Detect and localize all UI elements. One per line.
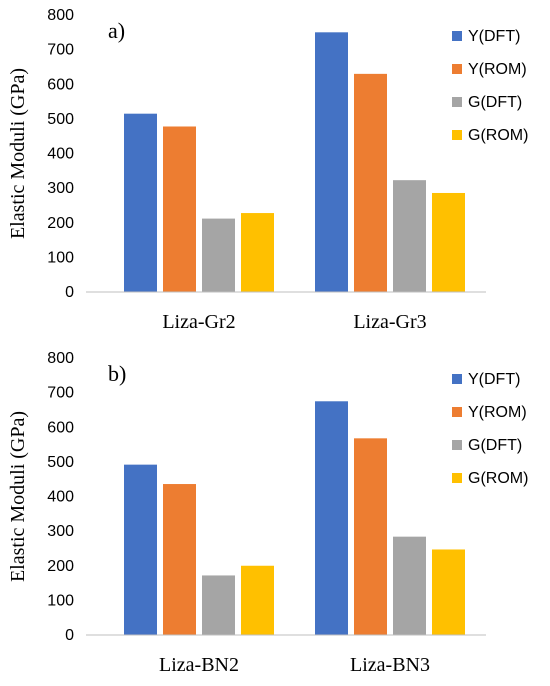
legend-entry-label: Y(ROM): [468, 61, 527, 78]
y-tick-label: 700: [47, 385, 74, 402]
y-tick-label: 300: [47, 180, 74, 197]
bar-y-rom-liza-gr3: [354, 73, 387, 292]
legend-entry-label: G(DFT): [468, 437, 522, 454]
bar-g-dft-liza-gr3: [393, 180, 426, 292]
bar-y-dft-liza-gr3: [315, 32, 348, 292]
x-category-label: Liza-BN3: [350, 654, 430, 676]
y-tick-label: 800: [47, 350, 74, 367]
bar-g-dft-liza-bn3: [393, 536, 426, 635]
y-tick-label: 700: [47, 42, 74, 59]
panel-label: b): [108, 361, 126, 386]
legend-swatch: [452, 130, 462, 140]
chart-b: 0 100 200 300 400 500 600 700 800 Elastic Moduli …: [7, 350, 528, 676]
bar-g-rom-liza-bn2: [241, 565, 274, 635]
bar-g-rom-liza-gr3: [432, 192, 465, 292]
y-tick-label: 200: [47, 215, 74, 232]
y-tick-label: 600: [47, 76, 74, 93]
y-axis-label: Elastic Moduli (GPa): [7, 68, 29, 239]
bar-g-rom-liza-bn3: [432, 549, 465, 635]
x-category-label: Liza-Gr3: [353, 311, 426, 333]
legend-entry-label: G(DFT): [468, 94, 522, 111]
y-tick-label: 400: [47, 489, 74, 506]
y-tick-label: 600: [47, 419, 74, 436]
y-tick-label: 0: [65, 627, 74, 644]
legend-swatch: [452, 64, 462, 74]
y-tick-label: 400: [47, 146, 74, 163]
bar-y-dft-liza-bn3: [315, 401, 348, 635]
bar-y-dft-liza-gr2: [124, 113, 157, 293]
y-tick-label: 0: [65, 284, 74, 301]
y-tick-label: 500: [47, 111, 74, 128]
y-tick-label: 500: [47, 454, 74, 471]
legend-entry-label: Y(DFT): [468, 371, 520, 388]
y-axis-label: Elastic Moduli (GPa): [7, 411, 29, 582]
legend-entry-label: Y(DFT): [468, 28, 520, 45]
legend-swatch: [452, 97, 462, 107]
bar-y-rom-liza-bn2: [163, 484, 196, 635]
y-tick-label: 300: [47, 523, 74, 540]
x-category-label: Liza-BN2: [159, 654, 239, 676]
y-tick-label: 200: [47, 558, 74, 575]
bar-y-rom-liza-bn3: [354, 438, 387, 635]
legend-swatch: [452, 440, 462, 450]
legend-entry-label: G(ROM): [468, 470, 528, 487]
y-tick-label: 100: [47, 249, 74, 266]
bar-y-dft-liza-bn2: [124, 464, 157, 635]
legend-swatch: [452, 473, 462, 483]
chart-a: 0 100 200 300 400 500 600 700 800 Elastic Moduli …: [7, 7, 528, 333]
x-category-label: Liza-Gr2: [162, 311, 235, 333]
legend-entry-label: G(ROM): [468, 127, 528, 144]
legend-swatch: [452, 374, 462, 384]
legend-entry-label: Y(ROM): [468, 404, 527, 421]
legend-swatch: [452, 31, 462, 41]
bar-g-rom-liza-gr2: [241, 213, 274, 292]
y-tick-label: 800: [47, 7, 74, 24]
bar-g-dft-liza-bn2: [202, 575, 235, 635]
bar-y-rom-liza-gr2: [163, 126, 196, 293]
bar-g-dft-liza-gr2: [202, 218, 235, 292]
y-tick-label: 100: [47, 592, 74, 609]
legend-swatch: [452, 407, 462, 417]
panel-label: a): [108, 18, 125, 43]
